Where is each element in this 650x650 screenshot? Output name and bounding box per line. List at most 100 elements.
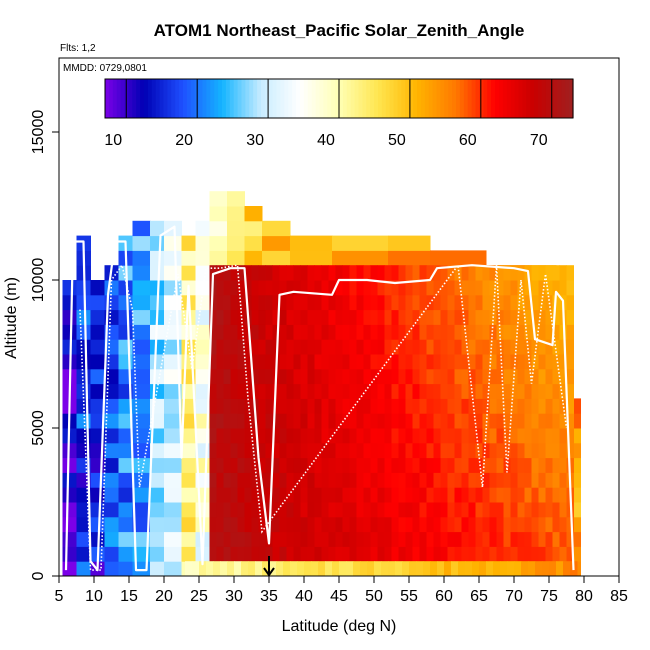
heatmap-cell xyxy=(468,413,476,429)
heatmap-cell xyxy=(321,428,329,444)
heatmap-cell xyxy=(279,339,287,355)
colorbar-segment xyxy=(311,79,317,118)
colorbar-segment xyxy=(389,79,395,118)
heatmap-cell xyxy=(251,531,259,547)
heatmap-cell xyxy=(251,516,259,533)
colorbar-segment xyxy=(327,79,332,118)
colorbar-segment xyxy=(413,79,418,118)
heatmap-cell xyxy=(468,368,476,385)
heatmap-cell xyxy=(244,383,252,399)
heatmap-cell xyxy=(412,428,420,444)
colorbar-segment xyxy=(381,79,387,118)
heatmap-cell xyxy=(468,442,476,459)
heatmap-cell xyxy=(195,220,210,237)
heatmap-cell xyxy=(244,457,252,473)
heatmap-cell xyxy=(244,487,252,503)
heatmap-cell xyxy=(223,324,231,340)
colorbar-segment xyxy=(502,79,508,118)
heatmap-cell xyxy=(433,487,441,503)
heatmap-cell xyxy=(279,294,287,311)
heatmap-cell xyxy=(535,561,543,576)
heatmap-cell xyxy=(286,487,294,503)
heatmap-cell xyxy=(419,428,427,444)
heatmap-cell xyxy=(265,339,273,355)
colorbar-tick-label: 50 xyxy=(388,132,406,149)
heatmap-cell xyxy=(363,294,371,311)
colorbar: 10 20 30 40 50 60 70 xyxy=(104,78,574,149)
heatmap-cell xyxy=(454,294,462,311)
heatmap-cell xyxy=(244,546,252,562)
heatmap-cell xyxy=(132,250,151,266)
heatmap-cell xyxy=(164,413,182,429)
flight-track-dotted-line xyxy=(79,263,568,571)
heatmap-cell xyxy=(258,354,266,370)
heatmap-cell xyxy=(335,531,343,547)
colorbar-segment xyxy=(530,79,535,118)
heatmap-cell xyxy=(209,368,217,385)
colorbar-segment xyxy=(541,79,547,118)
heatmap-cell xyxy=(293,502,301,518)
heatmap-cell xyxy=(300,413,308,429)
heatmap-cell xyxy=(335,354,343,370)
heatmap-cell xyxy=(447,502,455,518)
heatmap-cell xyxy=(454,324,462,340)
heatmap-cell xyxy=(545,516,553,533)
flight-tracks xyxy=(64,225,575,572)
heatmap-cell xyxy=(90,413,105,429)
x-tick-label: 40 xyxy=(295,588,313,605)
heatmap-cell xyxy=(563,561,571,576)
heatmap-cell xyxy=(328,531,336,547)
heatmap-cell xyxy=(510,531,518,547)
heatmap-cell xyxy=(510,413,518,429)
heatmap-cell xyxy=(538,531,546,547)
heatmap-cell xyxy=(150,561,165,577)
heatmap-cell xyxy=(349,280,357,296)
heatmap-cell xyxy=(272,413,280,429)
heatmap-cell xyxy=(237,294,245,311)
heatmap-cell xyxy=(104,531,119,547)
heatmap-cell xyxy=(496,442,504,459)
heatmap-cell xyxy=(279,265,287,281)
heatmap-cell xyxy=(356,368,364,385)
x-axis-title: Latitude (deg N) xyxy=(282,618,397,635)
heatmap-cell xyxy=(384,546,392,562)
heatmap-cell xyxy=(244,516,252,533)
heatmap-cell xyxy=(314,442,322,459)
heatmap-cell xyxy=(314,546,322,562)
heatmap-cell xyxy=(216,354,224,370)
heatmap-cell xyxy=(216,502,224,518)
heatmap-cell xyxy=(335,472,343,488)
heatmap-cell xyxy=(300,324,308,340)
heatmap-cell xyxy=(370,324,378,340)
colorbar-segment xyxy=(506,79,512,118)
heatmap-cell xyxy=(377,354,385,370)
heatmap-cell xyxy=(132,265,151,281)
heatmap-cell xyxy=(307,487,315,503)
colorbar-segment xyxy=(522,79,527,118)
colorbar-tick-label: 70 xyxy=(530,132,548,149)
heatmap-cell xyxy=(150,428,165,444)
heatmap-cell xyxy=(76,546,91,562)
heatmap-cell xyxy=(342,531,350,547)
heatmap-cell xyxy=(230,339,238,355)
heatmap-cell xyxy=(426,383,434,399)
heatmap-cell xyxy=(328,487,336,503)
heatmap-cell xyxy=(342,383,350,399)
heatmap-cell xyxy=(132,502,151,518)
colorbar-segment xyxy=(393,79,399,118)
heatmap-cell xyxy=(559,383,567,399)
heatmap-cell xyxy=(482,442,490,459)
heatmap-cell xyxy=(489,413,497,429)
heatmap-cell xyxy=(552,516,560,533)
heatmap-cell xyxy=(118,546,133,562)
heatmap-cell xyxy=(227,250,245,266)
heatmap-cell xyxy=(510,294,518,311)
heatmap-cell xyxy=(286,546,294,562)
heatmap-cell xyxy=(363,502,371,518)
heatmap-cell xyxy=(468,398,476,414)
heatmap-cell xyxy=(475,428,483,444)
heatmap-cell xyxy=(398,383,406,399)
heatmap-cell xyxy=(195,413,210,429)
heatmap-cell xyxy=(164,309,182,325)
heatmap-cell xyxy=(265,546,273,562)
